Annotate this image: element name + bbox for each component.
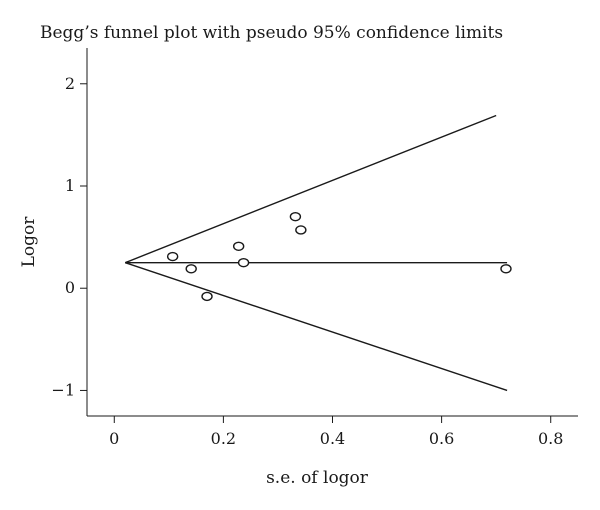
study-point (500, 264, 512, 274)
x-axis-label: s.e. of logor (266, 468, 369, 488)
study-point (289, 211, 302, 222)
x-tick-label: 0 (109, 429, 119, 448)
data-points (166, 211, 512, 302)
study-point (185, 264, 197, 274)
study-point (232, 241, 245, 252)
study-point (166, 251, 179, 262)
y-tick-label: −1 (51, 380, 75, 399)
chart-title: Begg’s funnel plot with pseudo 95% confi… (40, 23, 503, 43)
x-tick-label: 0.6 (429, 429, 454, 448)
study-point (295, 225, 307, 235)
upper-confidence-limit-line (124, 114, 497, 264)
x-tick-label: 0.8 (538, 429, 563, 448)
x-tick-label: 0.2 (211, 429, 236, 448)
y-tick-label: 0 (65, 278, 75, 297)
study-point (237, 257, 250, 268)
x-tick-label: 0.4 (320, 429, 345, 448)
lower-confidence-limit-line (124, 262, 508, 392)
y-tick-label: 2 (65, 74, 75, 93)
study-point (201, 291, 213, 302)
y-tick-label: 1 (65, 176, 75, 195)
y-axis-label: Logor (19, 216, 39, 268)
axes: −1 0 1 2 0 0.2 0.4 0.6 0.8 (51, 48, 578, 448)
funnel-lines (124, 114, 508, 392)
